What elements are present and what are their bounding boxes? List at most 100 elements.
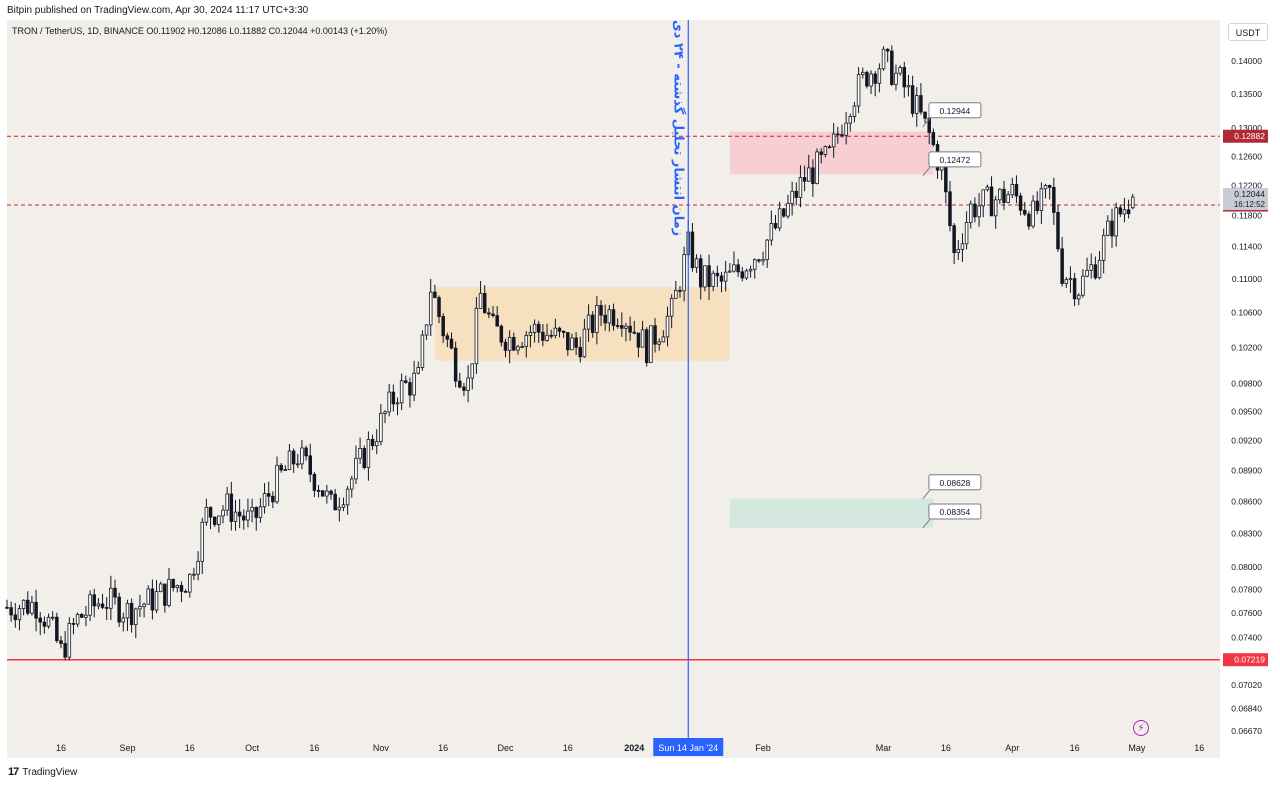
price-callout[interactable]: 0.12472: [922, 151, 982, 177]
candle: [599, 300, 603, 326]
candle: [607, 304, 612, 332]
price-tick-label: 0.14000: [1231, 56, 1262, 66]
candle-body: [603, 314, 607, 324]
candle-body: [75, 613, 80, 625]
candle-body: [595, 305, 599, 333]
candle-body: [1118, 207, 1123, 215]
candle-body: [665, 315, 670, 338]
candle-body: [682, 254, 686, 292]
candle-body: [113, 587, 117, 598]
candle-body: [179, 585, 184, 592]
candle-body: [474, 308, 479, 365]
candle: [262, 483, 267, 514]
candle: [125, 599, 130, 631]
last-price-label: 0.12044: [1234, 189, 1265, 199]
candle: [549, 329, 553, 339]
candle: [574, 331, 578, 355]
candle: [80, 613, 84, 619]
candle-body: [989, 186, 994, 217]
candle-body: [208, 506, 213, 518]
candle: [366, 431, 371, 481]
time-tick-label: Apr: [1005, 743, 1019, 753]
candle: [761, 251, 765, 266]
candle-body: [503, 341, 508, 351]
candle-body: [574, 337, 578, 348]
time-tick-label: 16: [309, 743, 319, 753]
candle-body: [300, 447, 304, 465]
candle-body: [354, 457, 358, 480]
candle: [437, 295, 441, 324]
green-zone[interactable]: [729, 498, 934, 528]
candle: [603, 304, 607, 331]
candle: [1089, 253, 1093, 279]
candle: [752, 258, 757, 279]
time-tick-label: 2024: [624, 743, 644, 753]
time-tick-label: 16: [185, 743, 195, 753]
candle: [1106, 215, 1110, 237]
candle: [744, 268, 749, 280]
candle-body: [441, 316, 445, 337]
candle: [92, 588, 96, 618]
price-callout[interactable]: 0.08354: [922, 503, 982, 529]
candle: [458, 372, 462, 389]
candle: [433, 284, 437, 299]
price-tick-label: 0.13500: [1231, 89, 1262, 99]
candle: [1010, 177, 1015, 199]
candle-body: [869, 73, 873, 87]
candle: [852, 101, 857, 123]
candle-body: [873, 73, 877, 84]
candle: [304, 445, 308, 461]
candle-body: [88, 594, 92, 616]
candle: [499, 324, 504, 347]
candle-body: [1122, 209, 1127, 215]
time-tick-label: Oct: [245, 743, 260, 753]
candle-body: [694, 258, 699, 269]
price-callout[interactable]: 0.08628: [922, 474, 982, 500]
candle: [981, 189, 985, 218]
candle: [632, 320, 637, 335]
plot-background: [7, 20, 1220, 758]
price-tick-label: 0.09500: [1231, 407, 1262, 417]
date-marker-label: Sun 14 Jan '24: [658, 743, 718, 753]
candle-body: [790, 190, 794, 204]
candle: [1018, 192, 1023, 216]
candle-body: [906, 85, 911, 88]
candle-body: [640, 329, 645, 348]
candle-body: [512, 337, 516, 351]
candle-body: [304, 447, 308, 457]
candle-body: [657, 341, 661, 345]
tradingview-footer[interactable]: 17 TradingView: [8, 764, 77, 780]
time-axis-background: [7, 738, 1220, 758]
candle: [204, 498, 209, 526]
price-tick-label: 0.10200: [1231, 342, 1262, 352]
candle-body: [350, 478, 354, 490]
candle-body: [237, 511, 242, 517]
price-tick-label: 0.07600: [1231, 608, 1262, 618]
red-zone[interactable]: [729, 131, 934, 175]
price-line-label: 0.07219: [1234, 655, 1265, 665]
candle-body: [1072, 278, 1077, 300]
candle-body: [557, 327, 562, 332]
price-callout[interactable]: 0.12944: [922, 102, 982, 128]
candle-body: [171, 578, 175, 589]
candle: [325, 484, 329, 504]
candle: [1027, 211, 1031, 230]
candle-body: [1002, 188, 1006, 203]
candle-body: [952, 225, 956, 253]
lightning-icon[interactable]: ⚡: [1133, 720, 1149, 736]
candle: [59, 635, 63, 649]
candle-body: [653, 325, 657, 345]
candle-body: [840, 134, 844, 136]
candle: [362, 445, 367, 470]
candle: [840, 124, 844, 138]
candle: [395, 397, 400, 416]
candle-body: [117, 596, 121, 623]
candle-body: [283, 469, 288, 472]
candle-body: [1035, 200, 1039, 211]
currency-button[interactable]: USDT: [1228, 23, 1268, 41]
candle: [1093, 256, 1098, 280]
symbol-legend: TRON / TetherUS, 1D, BINANCE O0.11902 H0…: [12, 26, 388, 36]
candle: [969, 200, 973, 229]
time-tick-label: Nov: [373, 743, 390, 753]
